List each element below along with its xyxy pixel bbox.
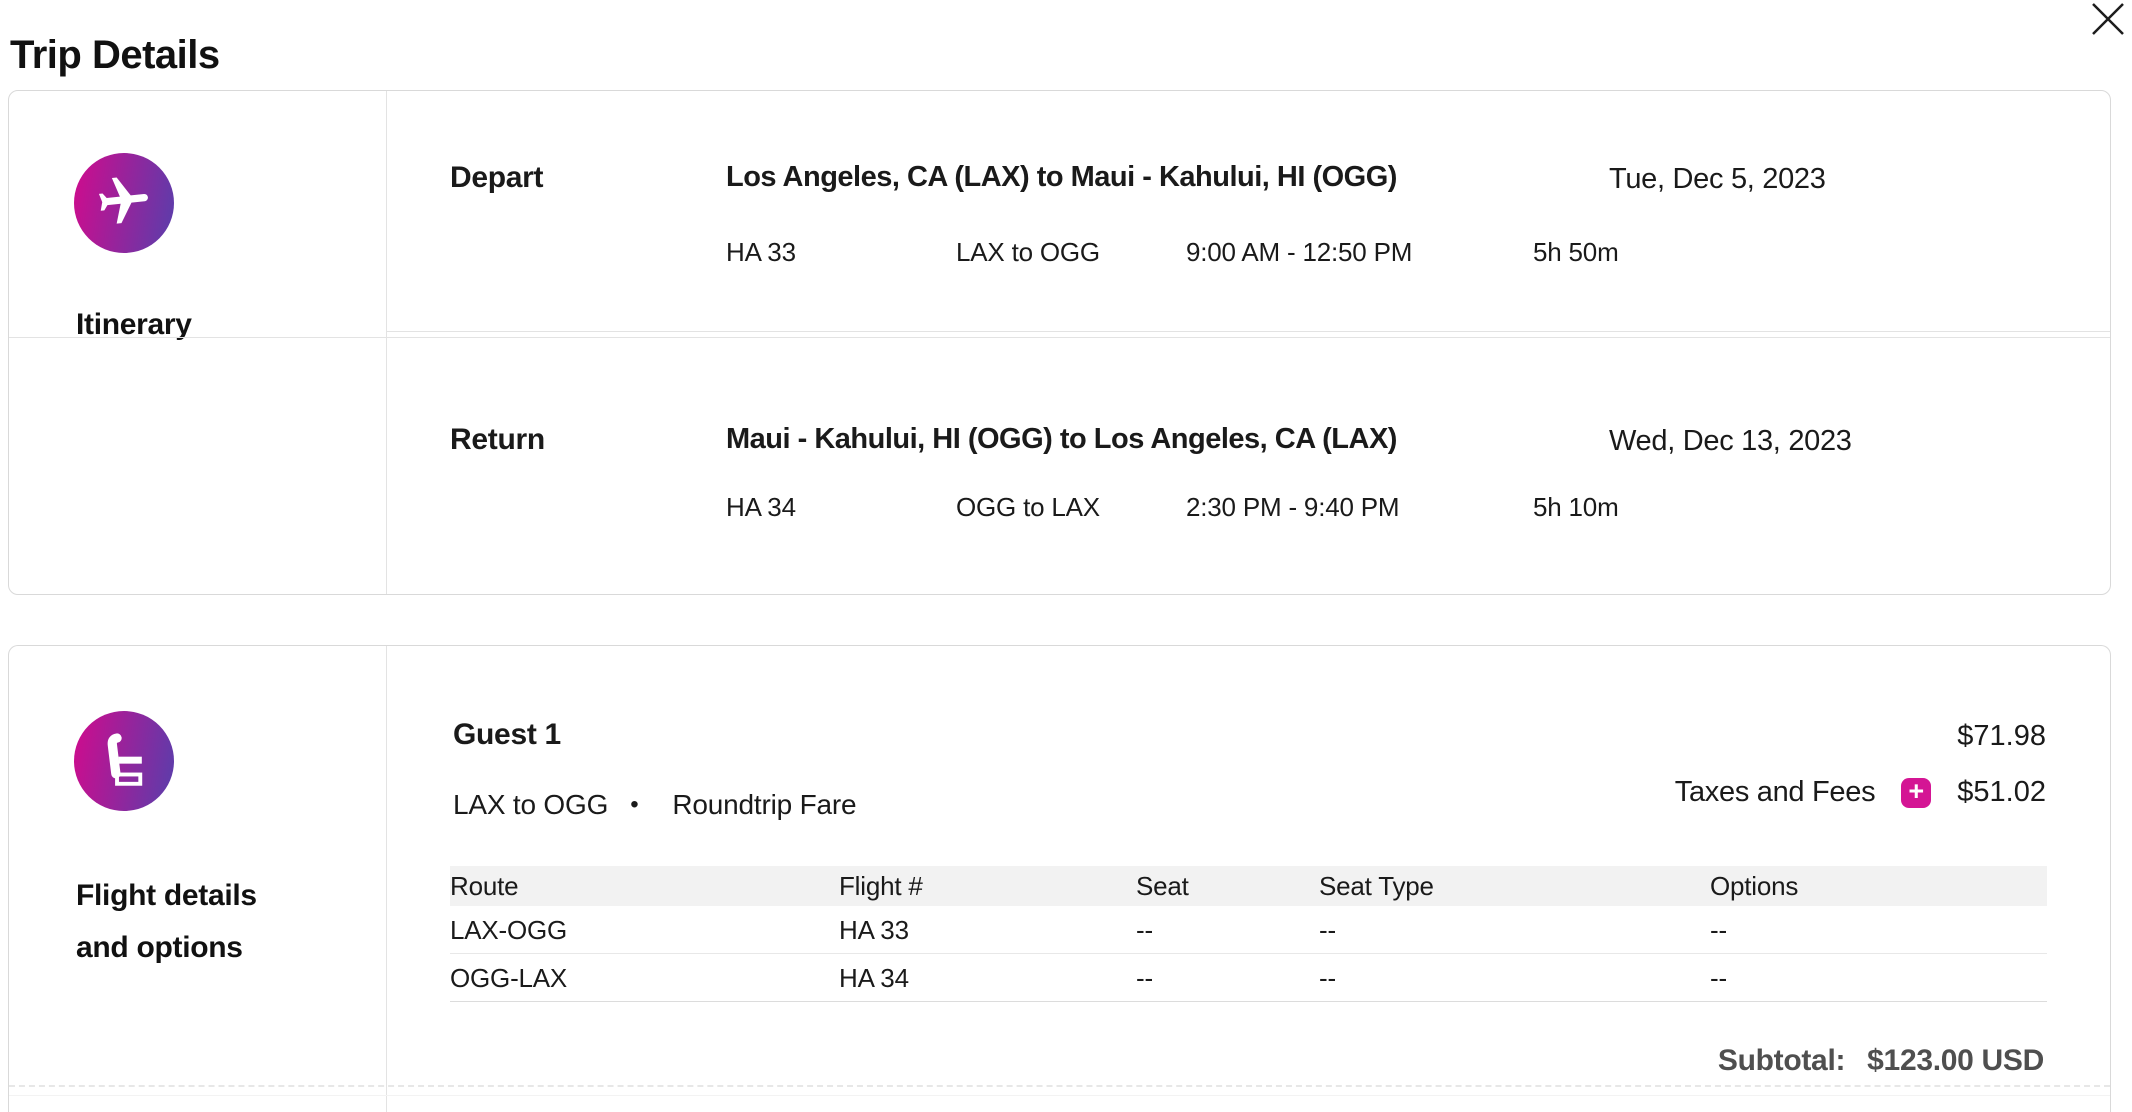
depart-date: Tue, Dec 5, 2023 <box>1609 163 1826 195</box>
col-header-options: Options <box>1710 871 1799 901</box>
col-header-seat: Seat <box>1136 871 1189 901</box>
cell-route: OGG-LAX <box>450 963 568 993</box>
segment-divider-lower <box>9 337 2110 338</box>
flight-details-card: Flight details and options Guest 1 $71.9… <box>8 645 2111 1112</box>
column-divider <box>386 91 387 594</box>
guest-name: Guest 1 <box>453 718 561 751</box>
flight-details-label-line1: Flight details <box>76 879 257 912</box>
cell-flight: HA 34 <box>839 963 909 993</box>
taxes-row: Taxes and Fees + $51.02 <box>1675 776 2046 809</box>
table-row: OGG-LAX HA 34 -- -- -- <box>450 954 2047 1002</box>
subtotal-row: Subtotal: $123.00 USD <box>1718 1044 2044 1078</box>
cell-seat-type: -- <box>1319 963 1336 993</box>
flight-details-icon-badge <box>74 711 174 811</box>
seat-options-table: Route Flight # Seat Seat Type Options LA… <box>450 866 2047 1002</box>
flight-details-label-line2: and options <box>76 931 243 964</box>
cell-flight: HA 33 <box>839 915 909 945</box>
close-icon <box>2091 2 2127 36</box>
cell-route: LAX-OGG <box>450 915 568 945</box>
depart-flight-row: HA 33 LAX to OGG 9:00 AM - 12:50 PM 5h 5… <box>726 237 1619 268</box>
subtotal-value: $123.00 USD <box>1867 1044 2044 1077</box>
itinerary-card: Itinerary Depart Los Angeles, CA (LAX) t… <box>8 90 2111 595</box>
cell-seat-type: -- <box>1319 915 1336 945</box>
segment-divider-upper <box>386 331 2110 332</box>
cell-seat: -- <box>1136 963 1153 993</box>
page-title: Trip Details <box>10 32 220 77</box>
scroll-cut-solid-line <box>9 1095 2110 1096</box>
plus-icon: + <box>1908 775 1925 806</box>
fare-line: LAX to OGG • Roundtrip Fare <box>453 789 857 821</box>
return-route: Maui - Kahului, HI (OGG) to Los Angeles,… <box>726 423 1397 455</box>
cell-seat: -- <box>1136 915 1153 945</box>
return-leg: OGG to LAX <box>956 492 1100 522</box>
return-label: Return <box>450 423 545 456</box>
table-row: LAX-OGG HA 33 -- -- -- <box>450 906 2047 954</box>
return-flight-row: HA 34 OGG to LAX 2:30 PM - 9:40 PM 5h 10… <box>726 492 1619 523</box>
col-header-flight: Flight # <box>839 871 923 901</box>
taxes-label: Taxes and Fees <box>1674 776 1876 808</box>
itinerary-icon-badge <box>74 153 174 253</box>
fare-type: Roundtrip Fare <box>672 789 857 820</box>
airplane-icon <box>95 172 153 235</box>
cell-options: -- <box>1710 963 1727 993</box>
taxes-price: $51.02 <box>1957 776 2046 808</box>
bullet-separator: • <box>630 791 639 818</box>
table-header-row: Route Flight # Seat Seat Type Options <box>450 866 2047 906</box>
return-times: 2:30 PM - 9:40 PM <box>1186 492 1400 522</box>
depart-duration: 5h 50m <box>1533 237 1619 267</box>
depart-flight-number: HA 33 <box>726 237 796 267</box>
depart-route: Los Angeles, CA (LAX) to Maui - Kahului,… <box>726 161 1397 193</box>
return-date: Wed, Dec 13, 2023 <box>1609 425 1852 457</box>
col-header-route: Route <box>450 871 519 901</box>
depart-times: 9:00 AM - 12:50 PM <box>1186 237 1413 267</box>
itinerary-label: Itinerary <box>76 308 192 341</box>
depart-label: Depart <box>450 161 544 194</box>
flight-details-label: Flight details and options <box>76 870 257 974</box>
subtotal-label: Subtotal: <box>1717 1044 1846 1077</box>
scroll-cut-dashed-line <box>9 1085 2110 1087</box>
column-divider <box>386 646 387 1112</box>
guest-fare-price: $71.98 <box>1957 720 2046 752</box>
taxes-expand-button[interactable]: + <box>1901 775 1932 808</box>
return-duration: 5h 10m <box>1533 492 1619 522</box>
depart-leg: LAX to OGG <box>956 237 1100 267</box>
seat-icon <box>93 728 155 795</box>
return-flight-number: HA 34 <box>726 492 796 522</box>
cell-options: -- <box>1710 915 1727 945</box>
close-button[interactable] <box>2091 1 2127 37</box>
col-header-seat-type: Seat Type <box>1319 871 1434 901</box>
fare-route: LAX to OGG <box>453 789 609 820</box>
